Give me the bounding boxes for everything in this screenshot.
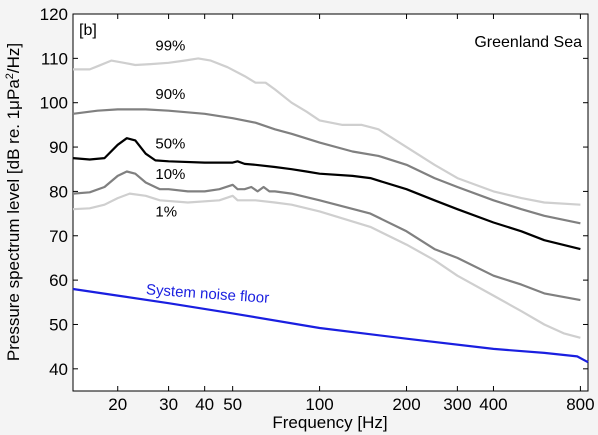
axis-ticks: 20 30 40 50 100 200 300 400 800 40 50 60 70 80 90 100 11… — [40, 5, 595, 414]
series-line-1pct — [72, 192, 581, 339]
y-tick-label: 80 — [49, 182, 68, 201]
series-group — [72, 57, 589, 364]
x-tick-label: 800 — [566, 395, 594, 414]
y-axis-label-prefix: Pressure spectrum level [dB re. 1μPa — [4, 79, 23, 361]
y-tick-label: 60 — [49, 271, 68, 290]
x-tick-label: 400 — [479, 395, 507, 414]
y-axis-label-suffix: /Hz] — [4, 43, 23, 73]
series-line-50pct — [72, 137, 581, 251]
y-tick-label: 50 — [49, 315, 68, 334]
y-axis-label: Pressure spectrum level [dB re. 1μPa2/Hz… — [4, 43, 23, 361]
series-label-99pct: 99% — [155, 37, 185, 54]
x-tick-label: 20 — [108, 395, 127, 414]
y-tick-label: 110 — [41, 49, 68, 68]
series-line-99pct — [73, 57, 581, 206]
series-line-10pct — [72, 170, 581, 302]
location-label: Greenland Sea — [474, 34, 582, 51]
x-axis-label: Frequency [Hz] — [272, 413, 387, 432]
series-line-90pct — [72, 108, 581, 225]
x-tick-label: 30 — [159, 395, 178, 414]
y-tick-label: 100 — [40, 94, 68, 113]
x-tick-label: 300 — [443, 395, 471, 414]
series-label-1pct: 1% — [155, 204, 177, 221]
panel-label: [b] — [79, 22, 97, 39]
x-tick-label: 200 — [392, 395, 420, 414]
y-tick-label: 70 — [49, 227, 68, 246]
series-line-system-noise-floor — [72, 287, 589, 364]
y-axis-label-sup: 2 — [4, 73, 16, 79]
x-tick-label: 50 — [223, 395, 242, 414]
series-label-50pct: 50% — [155, 135, 185, 152]
y-tick-label: 90 — [49, 138, 68, 157]
y-tick-label: 40 — [49, 360, 68, 379]
x-tick-label: 40 — [195, 395, 214, 414]
x-tick-label: 100 — [305, 395, 333, 414]
series-label-90pct: 90% — [155, 86, 185, 103]
series-label-10pct: 10% — [155, 166, 185, 183]
y-tick-label: 120 — [40, 5, 68, 24]
